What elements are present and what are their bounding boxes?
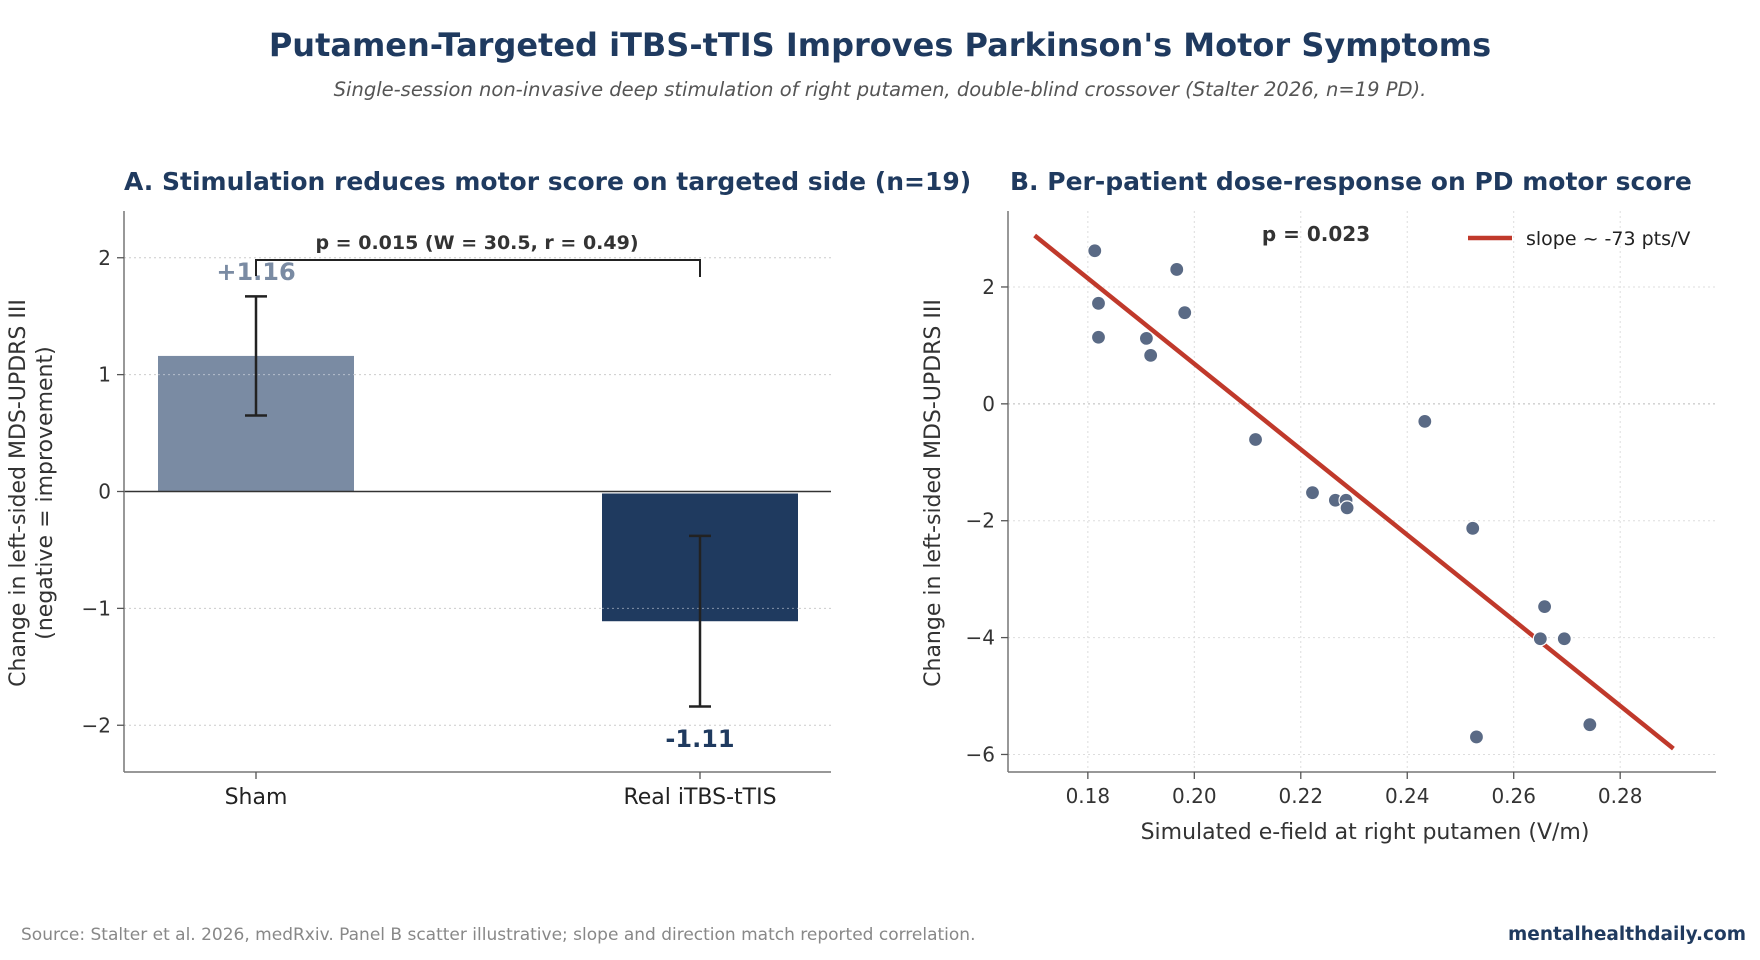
y-tick-label: −2: [966, 509, 995, 533]
data-point: [1536, 599, 1553, 615]
data-point: [1138, 330, 1155, 346]
panel-b-ticks: 0.18 0.20 0.22 0.24 0.26 0.28 −6 −4 −2 0 2: [966, 275, 1643, 808]
panel-b-xlabel: Simulated e-field at right putamen (V/m): [1141, 820, 1590, 845]
data-point: [1465, 520, 1481, 536]
panel-b-points: [1087, 243, 1598, 745]
data-point: [1417, 413, 1433, 429]
data-point: [1177, 305, 1193, 321]
y-tick-label: −1: [82, 596, 111, 620]
panel-b-p-value: p = 0.023: [1262, 222, 1370, 246]
panel-b-title: B. Per-patient dose-response on PD motor…: [1010, 167, 1692, 196]
x-tick-label: Sham: [225, 785, 288, 810]
y-tick-label: 0: [98, 480, 111, 504]
data-point: [1304, 485, 1321, 501]
x-tick-label: 0.26: [1491, 784, 1536, 808]
legend-fit-label: slope ~ -73 pts/V: [1526, 228, 1690, 250]
panel-b-fit-line: [1033, 233, 1675, 751]
data-point: [1582, 717, 1598, 733]
x-tick-label: 0.22: [1279, 784, 1324, 808]
panel-a-p-value: p = 0.015 (W = 30.5, r = 0.49): [315, 232, 638, 254]
data-point: [1247, 431, 1264, 448]
y-tick-label: 2: [982, 275, 995, 299]
x-tick-label: 0.20: [1172, 784, 1217, 808]
x-tick-label: 0.18: [1066, 784, 1111, 808]
panel-a-axes: [123, 211, 831, 773]
source-note: Source: Stalter et al. 2026, medRxiv. Pa…: [21, 925, 976, 945]
page-subtitle: Single-session non-invasive deep stimula…: [333, 78, 1427, 101]
panel-a: A. Stimulation reduces motor score on ta…: [6, 167, 971, 810]
panel-b-gridlines: [1008, 211, 1716, 772]
x-tick-label: 0.28: [1598, 784, 1643, 808]
page-title: Putamen-Targeted iTBS-tTIS Improves Park…: [268, 26, 1492, 64]
y-tick-label: −2: [82, 713, 111, 737]
fit-line: [1033, 233, 1675, 751]
y-tick-label: 1: [98, 363, 111, 387]
data-point: [1143, 347, 1159, 363]
data-point: [1339, 500, 1355, 516]
data-point: [1087, 243, 1103, 259]
panel-b-legend: slope ~ -73 pts/V: [1468, 228, 1690, 250]
y-tick-label: 0: [982, 392, 995, 416]
value-label-real: -1.11: [665, 725, 734, 753]
panel-b-axes: [1007, 211, 1716, 773]
data-point: [1169, 261, 1185, 278]
panel-a-ticks: −2 −1 0 1 2 Sham Real iTBS-tTIS: [82, 246, 777, 810]
data-point: [1556, 631, 1572, 647]
panel-a-ylabel: Change in left-sided MDS-UPDRS III: [6, 299, 31, 687]
y-tick-label: −6: [966, 742, 995, 766]
panel-b: B. Per-patient dose-response on PD motor…: [921, 167, 1716, 845]
y-tick-label: −4: [966, 626, 995, 650]
bracket: [255, 259, 701, 277]
brand-logo-text: mentalhealthdaily.com: [1508, 924, 1746, 945]
y-tick-label: 2: [98, 246, 111, 270]
panel-a-ylabel-note: (negative = improvement): [33, 346, 58, 639]
x-tick-label: Real iTBS-tTIS: [623, 785, 776, 810]
data-point: [1090, 329, 1107, 345]
data-point: [1090, 295, 1107, 311]
panel-a-bars: [158, 355, 798, 622]
data-point: [1468, 729, 1485, 745]
panel-a-significance-bracket: [255, 259, 701, 277]
x-tick-label: 0.24: [1385, 784, 1430, 808]
data-point: [1532, 631, 1548, 647]
panel-a-error-bars: [245, 295, 711, 708]
panel-b-ylabel: Change in left-sided MDS-UPDRS III: [921, 299, 946, 687]
panel-a-title: A. Stimulation reduces motor score on ta…: [124, 167, 971, 196]
